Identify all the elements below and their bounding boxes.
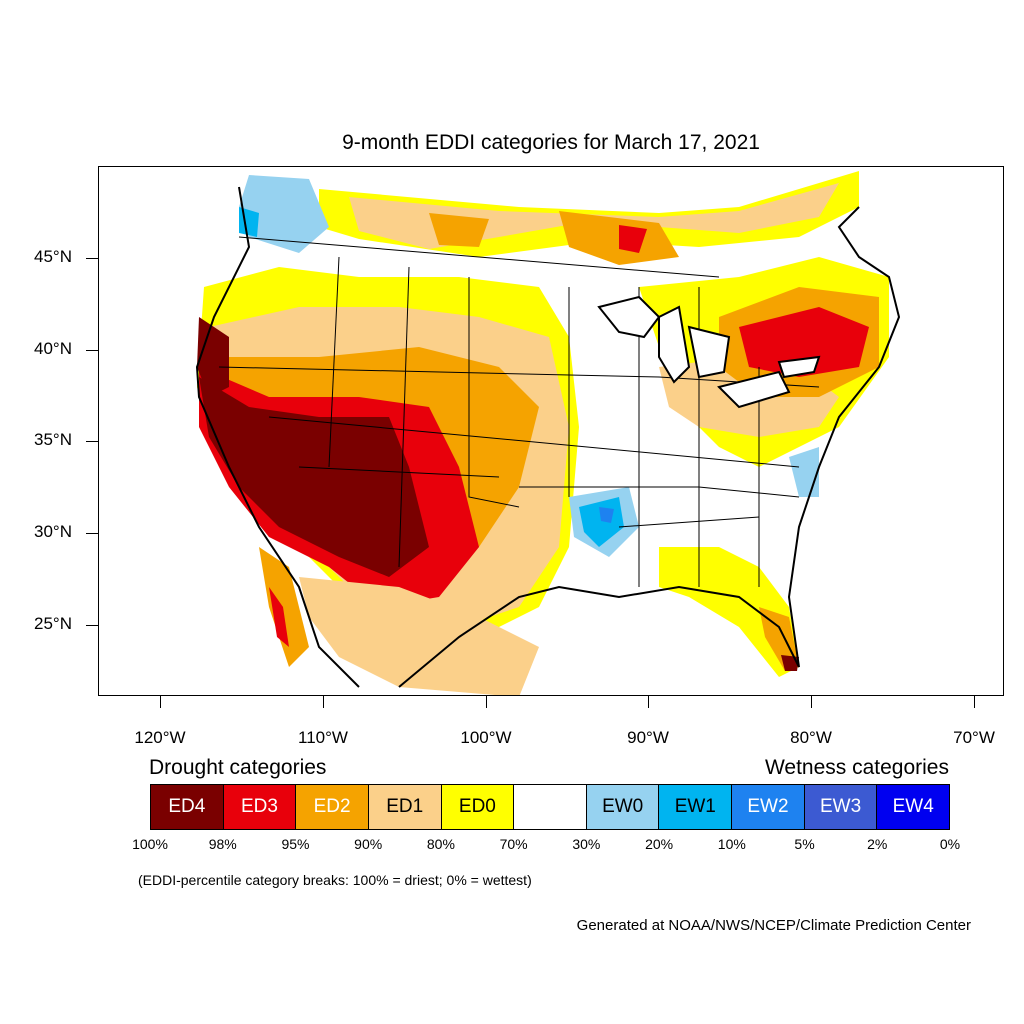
region-ed3-baja	[269, 587, 289, 647]
category-note: (EDDI-percentile category breaks: 100% =…	[138, 872, 532, 888]
lat-tick	[86, 258, 98, 259]
lon-tick	[323, 696, 324, 708]
region-ed3-northeast	[739, 307, 869, 377]
lon-label: 100°W	[460, 728, 512, 747]
lon-label: 70°W	[953, 728, 995, 747]
lat-tick	[86, 533, 98, 534]
lat-tick	[86, 625, 98, 626]
percentile-label: 80%	[426, 836, 455, 852]
percentile-label: 100%	[132, 836, 168, 852]
percentile-label: 5%	[794, 836, 815, 852]
lat-label: 30°N	[34, 522, 72, 541]
region-ed3-north	[619, 225, 647, 253]
legend-swatch-ed3: ED3	[223, 785, 297, 829]
credit-line: Generated at NOAA/NWS/NCEP/Climate Predi…	[576, 917, 971, 934]
percentile-label: 0%	[939, 836, 961, 852]
coastline	[195, 186, 901, 688]
lat-label: 35°N	[34, 430, 72, 449]
lat-label: 45°N	[34, 247, 72, 266]
lon-tick	[486, 696, 487, 708]
map-title: 9-month EDDI categories for March 17, 20…	[342, 131, 760, 154]
eddi-map	[98, 166, 1004, 696]
lon-tick	[974, 696, 975, 708]
region-ed2-baja	[259, 547, 309, 667]
great-lakes	[597, 295, 821, 409]
percentile-label: 2%	[867, 836, 888, 852]
legend-swatch-neutral	[514, 785, 587, 829]
percentile-label: 98%	[208, 836, 237, 852]
lat-tick	[86, 350, 98, 351]
region-ed2-north-2	[429, 213, 489, 247]
lat-tick	[86, 441, 98, 442]
legend-swatch-ed1: ED1	[368, 785, 442, 829]
wetness-heading: Wetness categories	[764, 756, 949, 779]
percentile-label: 70%	[499, 836, 528, 852]
legend-swatch-ew3: EW3	[804, 785, 878, 829]
percentile-label: 95%	[281, 836, 310, 852]
region-ew2-ozarks	[599, 507, 614, 523]
legend-swatch-ew1: EW1	[659, 785, 733, 829]
lon-label: 120°W	[134, 728, 186, 747]
region-ed2-florida	[759, 607, 799, 671]
lon-label: 110°W	[298, 728, 348, 747]
percentile-label: 20%	[645, 836, 674, 852]
lat-label: 40°N	[34, 339, 72, 358]
percentile-label: 30%	[572, 836, 601, 852]
region-ed1-mexico	[299, 577, 539, 695]
map-canvas	[194, 171, 901, 695]
legend-swatch-ew2: EW2	[732, 785, 805, 829]
lon-label: 90°W	[627, 728, 669, 747]
lon-tick	[160, 696, 161, 708]
legend-swatch-ew0: EW0	[586, 785, 660, 829]
region-ew0-carolina	[789, 447, 819, 497]
percentile-label: 90%	[354, 836, 383, 852]
legend-swatch-ed4: ED4	[151, 785, 224, 829]
category-legend: ED4 ED3 ED2 ED1 ED0 EW0 EW1 EW2 EW3 EW4	[150, 784, 950, 830]
legend-swatch-ew4: EW4	[877, 785, 950, 829]
legend-swatch-ed0: ED0	[441, 785, 515, 829]
region-ed0-gulf	[659, 547, 799, 677]
lon-label: 80°W	[790, 728, 832, 747]
drought-heading: Drought categories	[149, 756, 327, 779]
region-ew0-pnw	[239, 175, 329, 253]
lon-tick	[811, 696, 812, 708]
region-ed4-california	[197, 317, 229, 397]
percentile-label: 10%	[717, 836, 746, 852]
lat-label: 25°N	[34, 614, 72, 633]
lon-tick	[648, 696, 649, 708]
legend-swatch-ed2: ED2	[296, 785, 369, 829]
